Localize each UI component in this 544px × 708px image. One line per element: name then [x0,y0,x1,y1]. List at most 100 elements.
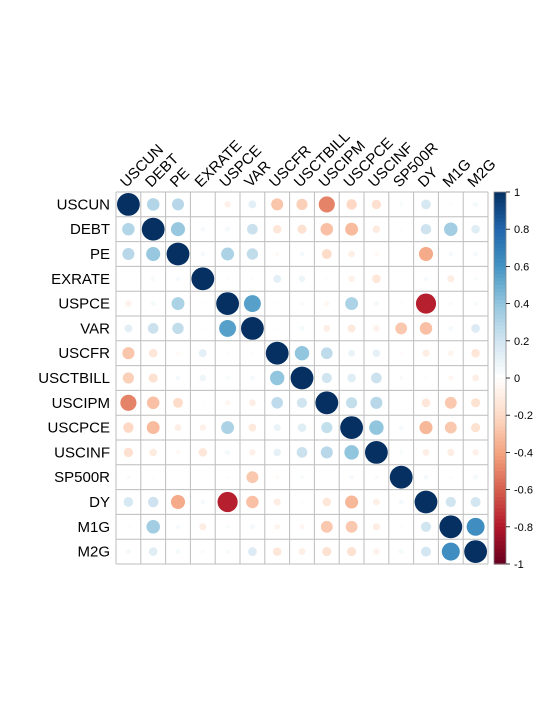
corr-circle-uscipm-uscfr [271,396,284,409]
colorbar-segment [494,560,506,565]
corr-circle-dy-m1g [445,496,456,508]
colorbar-segment [494,195,506,201]
colorbar-segment [494,430,506,435]
colorbar-tick-label: 0.8 [514,224,529,236]
colorbar-segment [494,355,506,360]
corr-circle-m2g-usctbill [298,548,306,556]
colorbar-tick-label: -0.8 [514,522,533,534]
corr-circle-pe-usctbill [299,251,305,257]
corr-circle-dy-debt [147,496,159,508]
corr-circle-var-m1g [448,325,454,331]
corr-circle-uscun-pe [171,198,185,211]
colorbar-segment [494,214,506,219]
corr-circle-debt-uscipm [320,222,334,236]
corr-circle-uscpce-uspce [221,421,235,435]
corr-circle-uscfr-sp500r [399,351,404,356]
corr-circle-uscinf-m2g [472,449,479,456]
corr-circle-dy-uscipm [322,497,332,507]
colorbar-segment [494,359,506,364]
corr-circle-var-dy [419,322,433,335]
corr-circle-uscipm-uscun [120,394,137,411]
corr-circle-m2g-uspce [225,549,230,554]
colorbar-segment [494,411,506,416]
row-label-usctbill: USCTBILL [38,370,110,387]
corr-circle-m2g-uscinf [373,548,380,555]
colorbar-segment [494,270,506,275]
corr-circle-uscipm-dy [421,398,431,408]
corr-circle-uscpce-uscun [123,422,134,433]
colorbar-segment [494,441,506,446]
row-label-uscpce: USCPCE [47,420,110,437]
corr-circle-m1g-exrate [199,523,207,531]
color-bar: -1 -0.8 -0.6 -0.4 -0.2 0 0.2 0.4 0.6 0.8 1 [493,187,533,571]
corr-circle-uscinf-sp500r [399,450,404,455]
corr-circle-uscipm-sp500r [400,401,403,404]
colorbar-segment [494,418,506,424]
corr-circle-uscfr-exrate [198,349,207,358]
corr-circle-exrate-uscun [127,277,130,280]
corr-circle-dy-uspce [217,491,238,513]
corr-circle-m1g-pe [175,524,181,530]
corr-circle-uscfr-uspce [225,351,230,355]
corr-circle-usctbill-exrate [199,374,207,382]
row-label-uscinf: USCINF [54,444,110,461]
corr-circle-sp500r-usctbill [300,475,304,480]
corr-circle-uscpce-usctbill [297,423,307,432]
colorbar-tick-label: 0.2 [514,336,529,348]
corr-circle-uscun-uscinf [371,199,382,210]
colorbar-segment [494,273,506,279]
colorbar-segment [494,474,506,480]
corr-circle-pe-m2g [473,251,479,257]
colorbar-segment [494,407,506,413]
colorbar-segment [494,337,506,342]
corr-circle-sp500r-sp500r [389,465,413,489]
corr-circle-usctbill-uscpce [347,373,356,383]
corr-circle-var-usctbill [299,325,305,331]
row-label-uscun: USCUN [57,196,110,213]
colorbar-segment [494,437,506,442]
row-label-m2g: M2G [77,544,110,561]
corr-circle-m1g-uspce [225,524,230,529]
colorbar-segment [494,192,506,197]
corr-circle-uspce-uscpce [345,297,359,311]
colorbar-segment [494,244,506,249]
corr-circle-uscun-m2g [473,201,479,207]
corr-circle-m1g-sp500r [399,525,403,529]
corr-circle-var-sp500r [395,322,408,335]
colorbar-segment [494,363,506,368]
colorbar-segment [494,497,506,502]
corr-circle-uscfr-m2g [471,348,480,358]
colorbar-segment [494,281,506,286]
colorbar-segment [494,348,506,353]
corr-circle-uscinf-var [249,449,256,456]
corr-circle-m2g-uscun [125,549,131,555]
corr-circle-debt-uscinf [372,225,381,233]
colorbar-tick-label: -0.4 [514,447,533,459]
grid-layer [115,191,489,565]
corr-circle-uspce-sp500r [399,301,403,306]
corr-circle-pe-uscpce [348,250,356,258]
corr-circle-usctbill-uspce [225,376,230,380]
colorbar-segment [494,534,506,539]
corr-circle-uscun-dy [421,199,431,210]
colorbar-segment [494,303,506,308]
colorbar-segment [494,389,506,394]
colorbar-tick-label: 1 [514,187,520,199]
colorbar-segment [494,404,506,409]
corr-circle-uscipm-uscipm [315,391,339,415]
corr-circle-uscfr-debt [148,348,158,358]
corr-circle-var-uspce [219,319,237,337]
corr-circle-exrate-uscinf [372,274,381,284]
corr-circle-usctbill-m2g [472,374,480,382]
corr-circle-m1g-uscpce [345,520,358,533]
colorbar-segment [494,366,506,372]
corr-circle-exrate-uscipm [325,277,329,281]
colorbar-segment [494,258,506,264]
corr-circle-uspce-uscun [125,300,132,307]
corr-circle-uspce-pe [171,297,185,311]
corr-circle-m1g-var [249,524,255,530]
column-label-m2g: M2G [464,156,499,191]
corr-circle-debt-pe [170,222,186,237]
corr-circle-usctbill-m1g [448,375,454,381]
corr-circle-usctbill-dy [424,376,428,380]
